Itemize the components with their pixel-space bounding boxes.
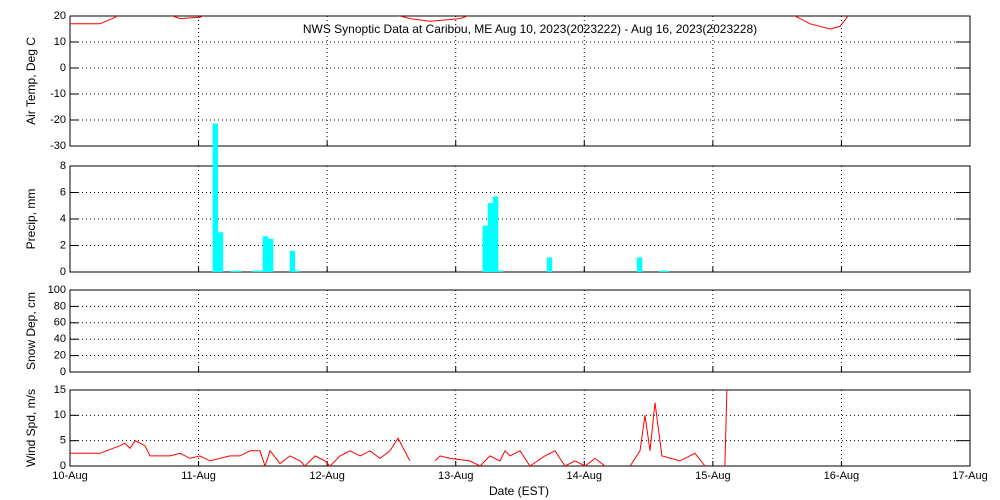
bar — [257, 270, 263, 272]
x-tick-label: 14-Aug — [567, 470, 602, 482]
bar — [217, 232, 224, 272]
y-tick-label: 20 — [54, 10, 66, 22]
bar — [294, 270, 301, 272]
x-tick-label: 16-Aug — [824, 470, 859, 482]
x-tick-label: 17-Aug — [952, 470, 987, 482]
bar — [230, 270, 236, 272]
y-tick-label: 100 — [48, 284, 66, 296]
bar — [267, 238, 274, 272]
y-tick-label: 0 — [60, 460, 66, 472]
y-tick-label: -20 — [50, 114, 66, 126]
chart-title: NWS Synoptic Data at Caribou, ME Aug 10,… — [303, 22, 757, 36]
y-tick-label: 10 — [54, 36, 66, 48]
y-tick-label: 0 — [60, 366, 66, 378]
bar — [212, 123, 218, 272]
y-tick-label: 0 — [60, 62, 66, 74]
y-axis-label: Air Temp, Deg C — [24, 37, 38, 125]
y-axis-label: Precip, mm — [24, 189, 38, 250]
y-axis-label: Wind Spd, m/s — [24, 389, 38, 467]
y-tick-label: 5 — [60, 435, 66, 447]
y-tick-label: 10 — [54, 409, 66, 421]
y-tick-label: 6 — [60, 186, 66, 198]
y-axis-label: Snow Dep, cm — [24, 292, 38, 370]
y-tick-label: -10 — [50, 88, 66, 100]
y-tick-label: 40 — [54, 333, 66, 345]
y-tick-label: 80 — [54, 300, 66, 312]
plot-frame — [69, 165, 971, 273]
plot-frame — [69, 15, 971, 147]
bar — [487, 203, 494, 272]
x-tick-label: 10-Aug — [52, 470, 87, 482]
y-tick-label: 8 — [60, 160, 66, 172]
x-axis-label: Date (EST) — [489, 484, 549, 498]
bar — [252, 270, 258, 272]
bar — [235, 270, 242, 272]
y-tick-label: -30 — [50, 140, 66, 152]
bar — [289, 250, 296, 272]
bar — [498, 270, 504, 272]
bar — [658, 270, 665, 272]
bar — [262, 236, 269, 272]
bar — [492, 196, 499, 272]
data-line — [70, 16, 849, 30]
y-tick-label: 60 — [54, 317, 66, 329]
x-tick-label: 12-Aug — [309, 470, 344, 482]
x-tick-label: 15-Aug — [695, 470, 730, 482]
y-tick-label: 2 — [60, 239, 66, 251]
y-tick-label: 15 — [54, 384, 66, 396]
x-tick-label: 11-Aug — [181, 470, 216, 482]
bar — [546, 257, 553, 272]
plot-frame — [69, 289, 971, 373]
plot-frame — [69, 389, 971, 467]
y-tick-label: 20 — [54, 350, 66, 362]
data-line — [70, 390, 728, 466]
bar — [482, 225, 488, 272]
y-tick-label: 4 — [60, 213, 66, 225]
bar — [636, 257, 643, 272]
bar — [663, 270, 670, 272]
y-tick-label: 0 — [60, 266, 66, 278]
x-tick-label: 13-Aug — [438, 470, 473, 482]
